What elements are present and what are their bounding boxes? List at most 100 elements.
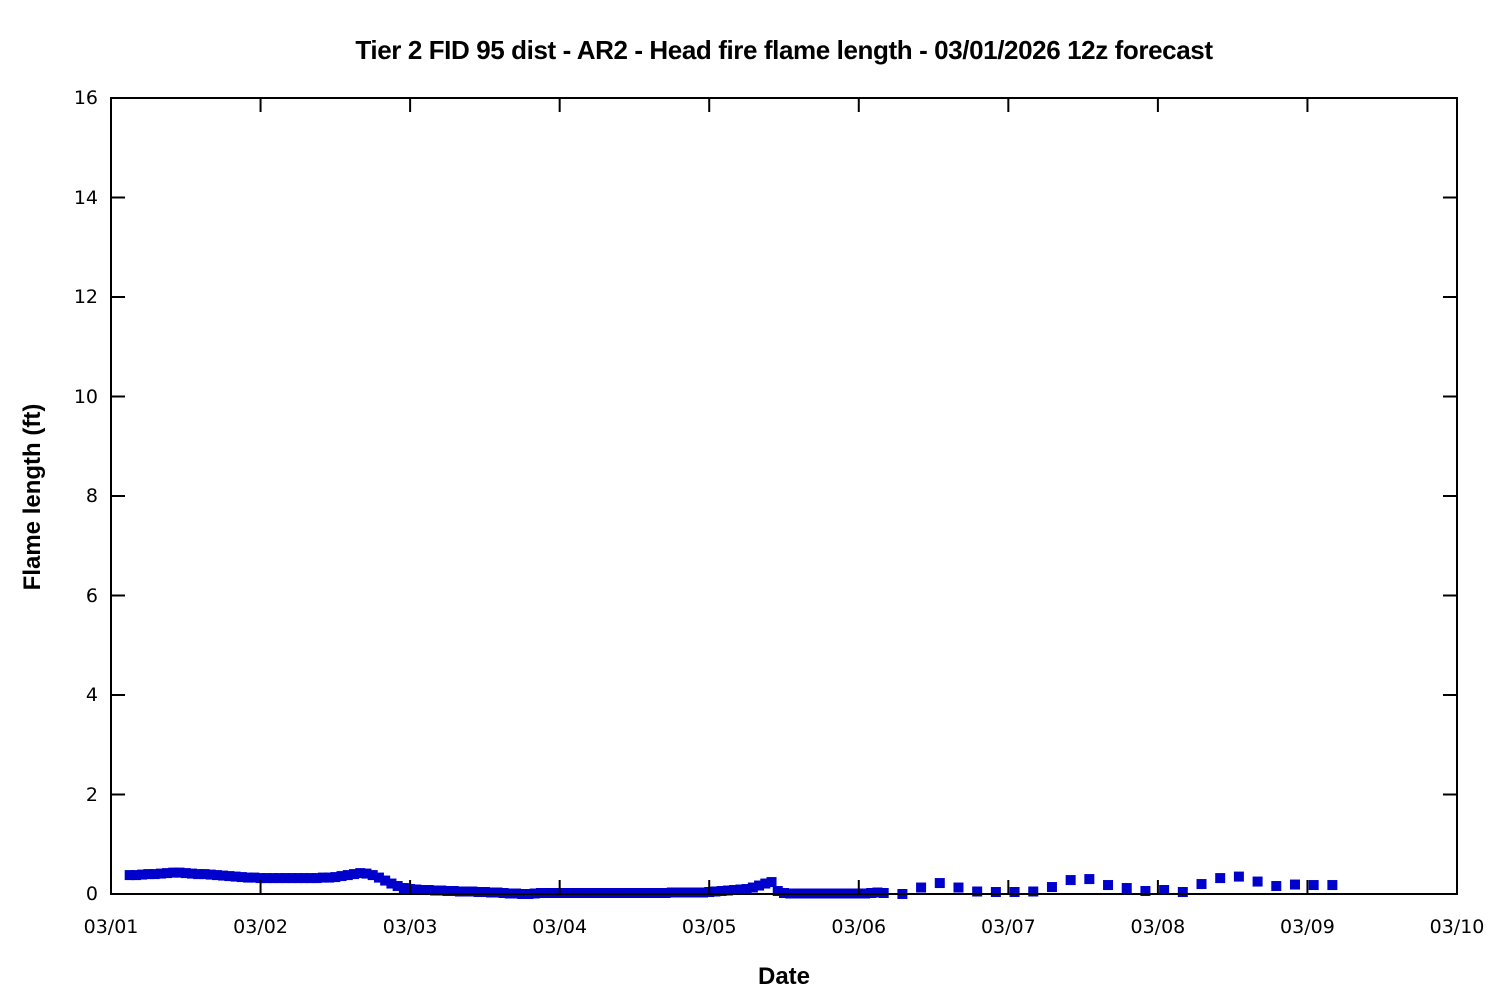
data-point: [1121, 883, 1132, 894]
data-point: [1308, 880, 1319, 891]
data-point: [766, 877, 777, 888]
data-point: [367, 870, 378, 881]
data-point: [205, 869, 216, 880]
data-point: [187, 868, 198, 879]
data-point: [754, 880, 765, 891]
data-point: [673, 887, 684, 898]
data-point: [218, 870, 229, 881]
data-point: [261, 873, 272, 884]
data-point: [349, 869, 360, 880]
data-point: [486, 887, 497, 898]
data-point: [224, 871, 235, 882]
data-point: [1046, 882, 1057, 893]
data-point: [324, 872, 335, 883]
data-point: [716, 886, 727, 897]
data-point: [430, 885, 441, 896]
data-point: [1028, 886, 1039, 897]
x-tick-label: 03/04: [532, 916, 588, 938]
data-point: [193, 869, 204, 880]
data-point: [149, 869, 160, 880]
x-tick-label: 03/02: [233, 916, 288, 938]
data-point: [336, 871, 347, 882]
data-point: [236, 872, 247, 883]
y-tick-label: 10: [73, 385, 98, 408]
data-point: [1159, 885, 1170, 896]
data-point: [299, 873, 310, 884]
y-tick-label: 16: [73, 87, 98, 109]
y-tick-label: 2: [85, 783, 98, 806]
data-point: [373, 872, 384, 883]
data-point: [1289, 879, 1300, 890]
data-point: [953, 882, 964, 893]
data-point: [317, 872, 328, 883]
data-point: [436, 885, 447, 896]
data-point: [355, 868, 366, 879]
x-tick-label: 03/06: [831, 916, 887, 938]
data-point: [1084, 874, 1095, 885]
data-point: [305, 873, 316, 884]
data-point: [1065, 875, 1076, 886]
data-point: [180, 868, 191, 879]
data-point: [990, 887, 1001, 898]
data-point: [492, 887, 503, 898]
data-point: [423, 885, 434, 896]
data-point: [292, 873, 303, 884]
data-point: [199, 869, 210, 880]
y-tick-label: 12: [73, 286, 98, 308]
data-point: [916, 882, 927, 893]
data-point: [137, 869, 148, 880]
data-point: [392, 881, 403, 892]
data-point: [685, 887, 696, 898]
data-point: [760, 878, 771, 889]
y-tick-label: 8: [85, 485, 98, 507]
data-point: [479, 887, 490, 898]
data-point: [249, 872, 260, 883]
data-point: [174, 867, 185, 878]
data-point: [747, 882, 758, 893]
data-point: [268, 873, 279, 884]
data-point: [155, 868, 166, 879]
data-point: [1009, 887, 1020, 898]
data-point: [473, 887, 484, 898]
data-point: [1233, 871, 1244, 882]
data-point: [280, 873, 291, 884]
data-point: [934, 878, 945, 889]
data-point: [1252, 876, 1263, 887]
data-point: [454, 886, 465, 897]
data-point: [741, 884, 752, 895]
y-tick-label: 4: [85, 684, 98, 706]
data-point: [772, 886, 783, 897]
data-point: [461, 886, 472, 897]
data-point: [679, 887, 690, 898]
x-tick-label: 03/10: [1429, 916, 1485, 938]
data-point: [710, 886, 721, 897]
data-point: [1215, 873, 1226, 884]
data-point: [162, 868, 173, 879]
y-tick-label: 6: [85, 584, 98, 607]
data-point: [230, 871, 241, 882]
data-point: [1327, 880, 1338, 891]
y-tick-label: 0: [85, 883, 98, 905]
data-point: [872, 887, 883, 898]
data-point: [211, 870, 222, 881]
data-point: [1103, 880, 1114, 891]
x-tick-label: 03/07: [980, 916, 1036, 938]
data-point: [972, 886, 983, 897]
data-point: [168, 867, 179, 878]
data-point: [448, 886, 459, 897]
x-tick-label: 03/05: [681, 916, 737, 938]
data-point: [1196, 879, 1207, 890]
data-point: [380, 875, 391, 886]
data-point: [274, 873, 285, 884]
data-point: [1271, 881, 1282, 892]
plot-frame: [110, 97, 1458, 895]
data-point: [411, 884, 422, 895]
data-point: [398, 883, 409, 894]
data-point: [697, 887, 708, 898]
data-point: [330, 872, 341, 883]
x-axis-label: Date: [757, 963, 811, 990]
x-tick-label: 03/03: [382, 916, 438, 938]
data-point: [1140, 886, 1151, 897]
